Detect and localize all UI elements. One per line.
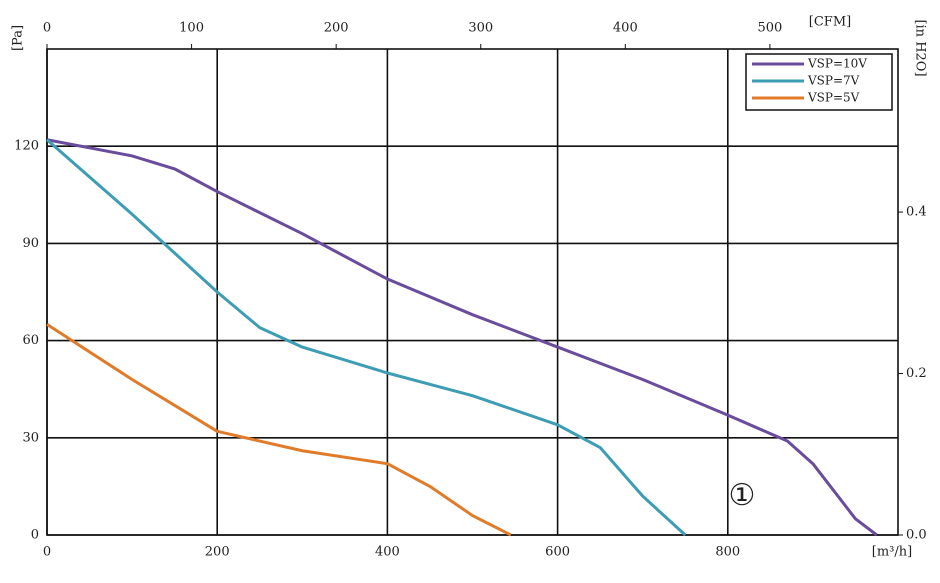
y2-tick-label: 0.0 [906, 528, 927, 543]
x-tick-label: 800 [715, 545, 740, 560]
x-tick-label: 0 [43, 545, 51, 560]
y2-tick-label: 0.4 [906, 205, 927, 220]
legend-label: VSP=7V [807, 74, 860, 88]
y2-tick-label: 0.2 [906, 366, 927, 381]
x2-tick-label: 300 [468, 21, 493, 36]
y-axis-label: [Pa] [11, 25, 26, 51]
x2-tick-label: 200 [324, 21, 349, 36]
y-tick-label: 90 [22, 236, 39, 251]
series-line [46, 138, 878, 537]
x-unit-label: [m³/h] [872, 545, 912, 560]
plot-area [46, 48, 899, 536]
legend-label: VSP=10V [807, 57, 867, 71]
x2-tick-label: 500 [757, 21, 782, 36]
legend-label: VSP=5V [807, 91, 860, 105]
x2-tick-label: 100 [179, 21, 204, 36]
y-tick-label: 0 [31, 528, 39, 543]
annotation: ① [729, 478, 756, 513]
y-tick-label: 30 [22, 430, 39, 445]
x2-tick-label: 400 [613, 21, 638, 36]
y-tick-label: 60 [22, 333, 39, 348]
y-tick-label: 120 [14, 139, 39, 154]
series-line [46, 323, 512, 537]
series-line [46, 138, 687, 537]
y2-axis-label: [in H2O] [913, 19, 928, 76]
x-tick-label: 200 [205, 545, 230, 560]
x-tick-label: 400 [375, 545, 400, 560]
x-tick-label: 600 [545, 545, 570, 560]
x2-axis-label: [CFM] [809, 15, 851, 30]
x2-tick-label: 0 [43, 21, 51, 36]
